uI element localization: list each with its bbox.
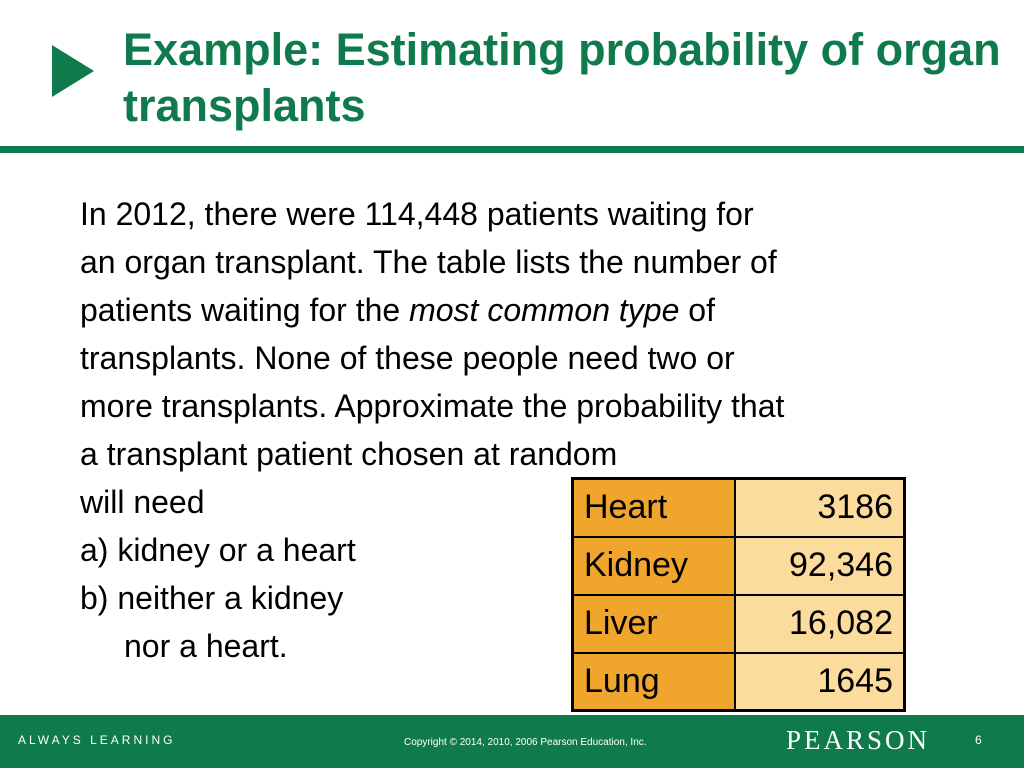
text-line: an organ transplant. The table lists the…	[80, 244, 777, 280]
text-line: transplants. None of these people need t…	[80, 340, 735, 376]
pearson-logo: PEARSON	[786, 725, 931, 755]
count-cell: 16,082	[733, 593, 906, 654]
slide-title: Example: Estimating probability of organ…	[123, 24, 1001, 131]
table-row: Lung 1645	[571, 651, 906, 712]
question-b: b) neither a kidney	[80, 580, 344, 616]
count-cell: 1645	[733, 651, 906, 712]
organ-cell: Liver	[571, 593, 736, 654]
emphasis-text: most common type	[409, 292, 680, 328]
organ-cell: Lung	[571, 651, 736, 712]
text-line-emphasis: patients waiting for the most common typ…	[80, 286, 980, 334]
footer-bar: ALWAYS LEARNING Copyright © 2014, 2010, …	[0, 715, 1024, 768]
text-line: In 2012, there were 114,448 patients wai…	[80, 196, 754, 232]
problem-text: In 2012, there were 114,448 patients wai…	[80, 190, 980, 670]
question-a: a) kidney or a heart	[80, 532, 356, 568]
text-line: will need	[80, 484, 205, 520]
page-number: 6	[975, 733, 982, 747]
table-row: Heart 3186	[571, 477, 906, 538]
question-b-continued: nor a heart.	[124, 628, 288, 664]
text-fragment: patients waiting for the	[80, 292, 410, 328]
transplant-table: Heart 3186 Kidney 92,346 Liver 16,082 Lu…	[571, 477, 906, 712]
table-row: Liver 16,082	[571, 593, 906, 654]
text-fragment: of	[679, 292, 715, 328]
text-line: a transplant patient chosen at random	[80, 436, 618, 472]
organ-cell: Heart	[571, 477, 736, 538]
table-row: Kidney 92,346	[571, 535, 906, 596]
count-cell: 92,346	[733, 535, 906, 596]
organ-cell: Kidney	[571, 535, 736, 596]
footer-tagline: ALWAYS LEARNING	[18, 733, 176, 747]
bullet-arrow-icon	[52, 45, 94, 97]
title-divider	[0, 146, 1024, 153]
count-cell: 3186	[733, 477, 906, 538]
copyright-text: Copyright © 2014, 2010, 2006 Pearson Edu…	[404, 737, 647, 748]
text-line: more transplants. Approximate the probab…	[80, 388, 785, 424]
